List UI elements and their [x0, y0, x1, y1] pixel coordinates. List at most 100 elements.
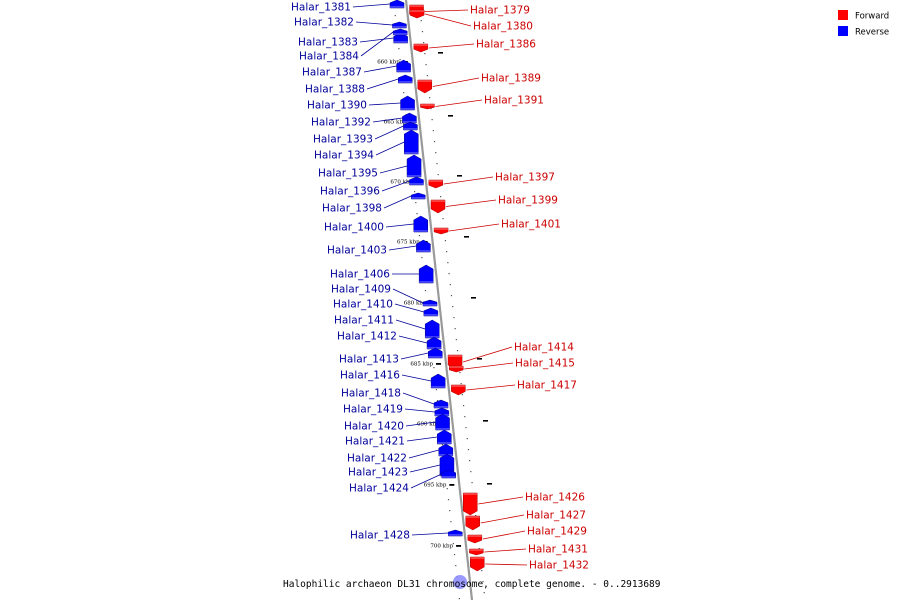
strand-dash [464, 236, 469, 238]
strand-tick [455, 339, 457, 341]
strand-tick [465, 427, 467, 429]
leader-line [409, 464, 441, 473]
gene-label-halar-1420: Halar_1420 [344, 421, 404, 433]
leader-line [424, 9, 469, 12]
kbp-marker-label: 690 kbp [417, 422, 440, 428]
gene-label-halar-1418: Halar_1418 [341, 388, 401, 400]
forward-gene-arrow [413, 43, 429, 53]
arrow-highlight [427, 347, 442, 349]
leader-line [435, 99, 483, 107]
gene-label-halar-1423: Halar_1423 [348, 467, 408, 479]
reverse-gene-arrow [400, 95, 415, 111]
strand-tick [483, 592, 485, 594]
strand-tick [414, 191, 416, 193]
arrow-highlight [465, 516, 480, 518]
reverse-gene-arrow [392, 21, 407, 29]
kbp-marker-label: 665 kbp [384, 120, 407, 126]
leader-line [381, 180, 410, 192]
leader-line [462, 346, 513, 363]
strand-tick [449, 510, 451, 512]
leader-line [368, 102, 401, 106]
gene-label-halar-1410: Halar_1410 [333, 299, 393, 311]
gene-label-halar-1411: Halar_1411 [334, 315, 394, 327]
legend-reverse-swatch [838, 26, 848, 36]
reverse-gene-arrow [403, 121, 418, 131]
strand-tick [430, 108, 432, 110]
arrow-highlight [435, 428, 450, 430]
arrow-highlight [413, 44, 428, 46]
arrow-highlight [420, 104, 435, 106]
gene-label-halar-1415: Halar_1415 [515, 358, 575, 370]
forward-gene-arrow [451, 384, 466, 396]
legend-reverse-label: Reverse [855, 28, 889, 38]
strand-tick [431, 119, 433, 121]
strand-tick [460, 383, 462, 385]
strand-dash [438, 52, 443, 54]
arrow-highlight [413, 230, 428, 232]
forward-gene-arrow [420, 103, 435, 110]
forward-gene-arrow [430, 199, 446, 214]
reverse-gene-arrow [423, 307, 439, 317]
forward-gene-arrow [428, 179, 444, 189]
strand-tick [461, 394, 463, 396]
arrow-highlight [417, 80, 432, 82]
gene-label-halar-1391: Halar_1391 [484, 95, 544, 107]
arrow-highlight [407, 175, 422, 177]
arrow-highlight [404, 152, 419, 154]
arrow-highlight [434, 228, 449, 230]
strand-tick [469, 460, 471, 462]
gene-label-halar-1416: Halar_1416 [340, 370, 400, 382]
reverse-gene-arrow [433, 399, 449, 409]
strand-tick [447, 262, 449, 264]
leader-line [478, 496, 524, 505]
leader-line [398, 335, 428, 344]
arrow-highlight [396, 70, 411, 72]
leader-line [443, 176, 494, 185]
gene-label-halar-1426: Halar_1426 [525, 492, 585, 504]
gene-label-halar-1419: Halar_1419 [343, 404, 403, 416]
strand-tick [449, 284, 451, 286]
strand-tick [424, 53, 426, 55]
strand-dash [483, 420, 488, 422]
leader-line [485, 563, 528, 566]
reverse-gene-arrow [389, 0, 405, 9]
reverse-gene-arrow [424, 319, 440, 339]
arrow-highlight [434, 406, 448, 408]
gene-label-halar-1413: Halar_1413 [339, 354, 399, 366]
arrow-highlight [428, 180, 443, 182]
strand-tick [448, 273, 450, 275]
strand-tick [415, 202, 417, 204]
gene-label-halar-1382: Halar_1382 [294, 17, 354, 29]
arrow-highlight [409, 183, 424, 185]
strand-tick [458, 598, 460, 600]
gene-label-halar-1431: Halar_1431 [528, 544, 588, 556]
leader-line [428, 43, 475, 49]
arrow-highlight [451, 385, 466, 387]
strand-tick [471, 482, 473, 484]
leader-line [352, 3, 391, 8]
strand-tick [437, 400, 439, 402]
forward-gene-arrow [417, 79, 433, 94]
arrow-highlight [423, 304, 437, 306]
gene-label-halar-1432: Halar_1432 [529, 560, 589, 572]
leader-line [484, 548, 527, 553]
strand-tick [481, 570, 483, 572]
leader-line [411, 532, 449, 536]
chromosome-backbone [404, 0, 474, 600]
reverse-gene-arrow [416, 239, 431, 253]
gene-label-halar-1400: Halar_1400 [324, 222, 384, 234]
arrow-highlight [416, 250, 431, 252]
leader-line [480, 514, 525, 524]
gene-label-halar-1390: Halar_1390 [307, 100, 367, 112]
kbp-marker-label: 700 kbp [430, 544, 453, 550]
strand-tick [441, 444, 444, 446]
arrow-highlight [431, 386, 446, 388]
arrow-highlight [437, 442, 452, 444]
arrow-highlight [411, 197, 426, 199]
forward-gene-arrow [469, 548, 484, 556]
leader-line [410, 473, 442, 489]
leader-line [432, 77, 480, 87]
arrow-highlight [428, 356, 443, 358]
leader-line [355, 21, 393, 26]
gene-label-halar-1403: Halar_1403 [327, 245, 387, 257]
